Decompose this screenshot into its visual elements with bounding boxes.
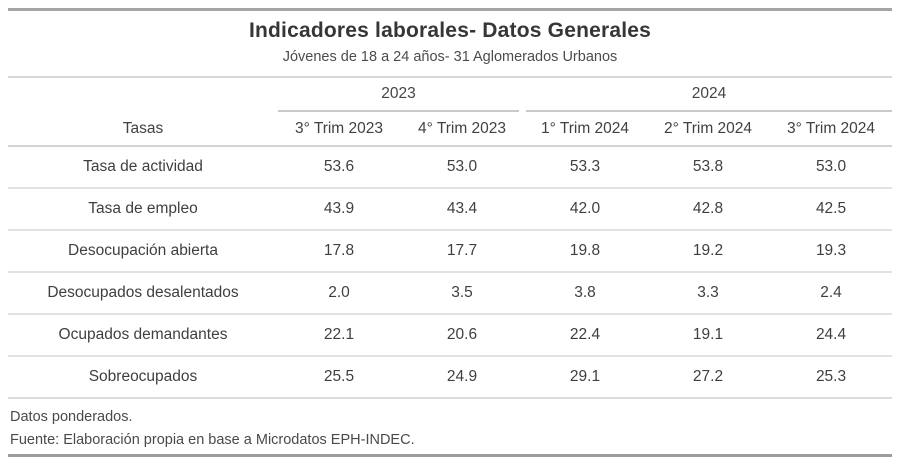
table-row-desocupacion-abierta: Desocupación abierta 17.8 17.7 19.8 19.2…: [8, 230, 893, 273]
table-row-sobreocupados: Sobreocupados 25.5 24.9 29.1 27.2 25.3: [8, 356, 893, 399]
note-weighted-data: Datos ponderados.: [10, 409, 133, 425]
cell-value: 22.1: [278, 314, 400, 357]
table-row-tasa-empleo: Tasa de empleo 43.9 43.4 42.0 42.8 42.5: [8, 188, 893, 231]
cell-value: 53.0: [400, 146, 525, 189]
cell-value: 24.4: [770, 314, 893, 357]
cell-value: 43.9: [278, 188, 400, 231]
cell-value: 19.2: [646, 230, 771, 273]
page-title: Indicadores laborales- Datos Generales: [248, 19, 652, 42]
cell-value: 43.4: [400, 188, 525, 231]
column-header-tasas: Tasas: [8, 112, 278, 147]
column-header-q1-2024: 1° Trim 2024: [524, 112, 647, 147]
cell-value: 17.8: [278, 230, 400, 273]
year-group-2023-label: 2023: [278, 78, 520, 112]
cell-value: 2.4: [770, 272, 893, 315]
cell-value: 25.3: [770, 356, 893, 399]
year-group-cell-2023: 2023: [278, 78, 524, 112]
column-header-q3-2024: 3° Trim 2024: [770, 112, 893, 147]
year-group-row: 2023 2024: [8, 78, 893, 112]
footer-notes: Datos ponderados. Fuente: Elaboración pr…: [8, 399, 892, 450]
cell-value: 42.0: [524, 188, 647, 231]
column-header-q3-2023: 3° Trim 2023: [278, 112, 400, 147]
table-row-tasa-actividad: Tasa de actividad 53.6 53.0 53.3 53.8 53…: [8, 146, 893, 189]
cell-value: 27.2: [646, 356, 771, 399]
cell-value: 22.4: [524, 314, 647, 357]
cell-value: 17.7: [400, 230, 525, 273]
note-source: Fuente: Elaboración propia en base a Mic…: [10, 432, 415, 448]
cell-value: 53.0: [770, 146, 893, 189]
cell-value: 3.5: [400, 272, 525, 315]
cell-value: 53.3: [524, 146, 647, 189]
top-rule: [8, 8, 892, 11]
cell-value: 42.5: [770, 188, 893, 231]
cell-value: 24.9: [400, 356, 525, 399]
row-label: Ocupados demandantes: [8, 314, 278, 357]
bottom-rule: [8, 454, 892, 457]
page-subtitle: Jóvenes de 18 a 24 años- 31 Aglomerados …: [282, 49, 618, 65]
row-label: Tasa de empleo: [8, 188, 278, 231]
year-group-cell-2024: 2024: [524, 78, 893, 112]
cell-value: 42.8: [646, 188, 771, 231]
cell-value: 2.0: [278, 272, 400, 315]
cell-value: 3.8: [524, 272, 647, 315]
row-label: Tasa de actividad: [8, 146, 278, 189]
group-corner-spacer: [8, 78, 278, 112]
indicators-table: 2023 2024 Tasas 3° Trim 2023 4° Trim 202…: [8, 78, 893, 399]
cell-value: 19.1: [646, 314, 771, 357]
cell-value: 53.6: [278, 146, 400, 189]
cell-value: 29.1: [524, 356, 647, 399]
table-row-desocupados-desalentados: Desocupados desalentados 2.0 3.5 3.8 3.3…: [8, 272, 893, 315]
year-group-2024-label: 2024: [526, 78, 893, 112]
table-row-ocupados-demandantes: Ocupados demandantes 22.1 20.6 22.4 19.1…: [8, 314, 893, 357]
cell-value: 25.5: [278, 356, 400, 399]
row-label: Sobreocupados: [8, 356, 278, 399]
column-header-q2-2024: 2° Trim 2024: [646, 112, 771, 147]
column-header-q4-2023: 4° Trim 2023: [400, 112, 525, 147]
cell-value: 3.3: [646, 272, 771, 315]
subtitle-rule: [8, 76, 892, 78]
cell-value: 53.8: [646, 146, 771, 189]
cell-value: 20.6: [400, 314, 525, 357]
cell-value: 19.3: [770, 230, 893, 273]
cell-value: 19.8: [524, 230, 647, 273]
row-label: Desocupación abierta: [8, 230, 278, 273]
row-label: Desocupados desalentados: [8, 272, 278, 315]
column-header-row: Tasas 3° Trim 2023 4° Trim 2023 1° Trim …: [8, 112, 893, 147]
